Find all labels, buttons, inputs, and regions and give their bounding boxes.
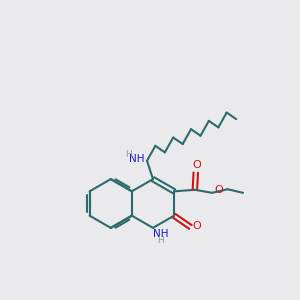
Text: O: O bbox=[192, 160, 201, 170]
Text: O: O bbox=[193, 221, 201, 231]
Text: NH: NH bbox=[153, 230, 168, 239]
Text: H: H bbox=[157, 236, 164, 245]
Text: H: H bbox=[125, 150, 132, 159]
Text: NH: NH bbox=[129, 154, 144, 164]
Text: O: O bbox=[214, 185, 223, 195]
